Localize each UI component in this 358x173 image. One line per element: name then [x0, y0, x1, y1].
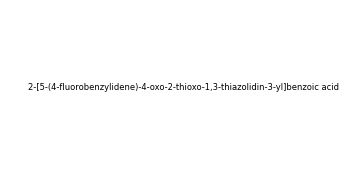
Text: 2-[5-(4-fluorobenzylidene)-4-oxo-2-thioxo-1,3-thiazolidin-3-yl]benzoic acid: 2-[5-(4-fluorobenzylidene)-4-oxo-2-thiox…	[28, 83, 339, 92]
